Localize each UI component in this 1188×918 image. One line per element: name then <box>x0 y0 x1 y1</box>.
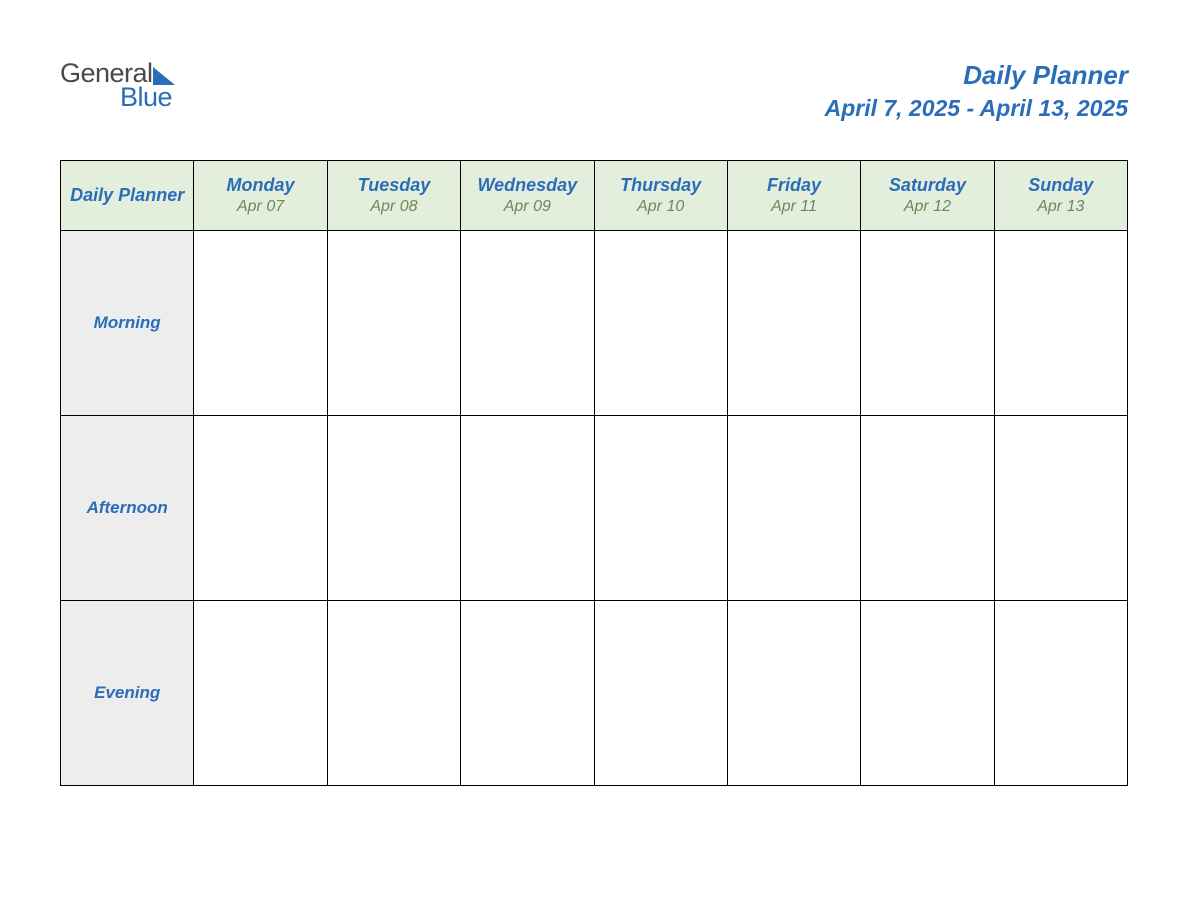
day-header-friday: Friday Apr 11 <box>727 161 860 231</box>
day-name: Tuesday <box>334 175 454 196</box>
table-body: Morning Afternoon Evening <box>61 231 1128 786</box>
table-row-afternoon: Afternoon <box>61 416 1128 601</box>
plan-cell[interactable] <box>327 231 460 416</box>
header-row: Daily Planner Monday Apr 07 Tuesday Apr … <box>61 161 1128 231</box>
day-header-tuesday: Tuesday Apr 08 <box>327 161 460 231</box>
day-header-thursday: Thursday Apr 10 <box>594 161 727 231</box>
period-label-afternoon: Afternoon <box>61 416 194 601</box>
period-label-evening: Evening <box>61 601 194 786</box>
plan-cell[interactable] <box>194 601 327 786</box>
plan-cell[interactable] <box>461 601 594 786</box>
logo: General Blue <box>60 60 175 111</box>
day-header-sunday: Sunday Apr 13 <box>994 161 1127 231</box>
day-header-monday: Monday Apr 07 <box>194 161 327 231</box>
plan-cell[interactable] <box>727 231 860 416</box>
day-name: Wednesday <box>467 175 587 196</box>
plan-cell[interactable] <box>594 601 727 786</box>
plan-cell[interactable] <box>194 231 327 416</box>
day-name: Saturday <box>867 175 987 196</box>
table-header: Daily Planner Monday Apr 07 Tuesday Apr … <box>61 161 1128 231</box>
plan-cell[interactable] <box>327 601 460 786</box>
title-block: Daily Planner April 7, 2025 - April 13, … <box>825 60 1128 122</box>
day-header-wednesday: Wednesday Apr 09 <box>461 161 594 231</box>
day-date: Apr 08 <box>334 198 454 216</box>
day-date: Apr 10 <box>601 198 721 216</box>
day-date: Apr 13 <box>1001 198 1121 216</box>
corner-cell: Daily Planner <box>61 161 194 231</box>
plan-cell[interactable] <box>327 416 460 601</box>
header-row: General Blue Daily Planner April 7, 2025… <box>60 60 1128 122</box>
day-name: Thursday <box>601 175 721 196</box>
planner-table: Daily Planner Monday Apr 07 Tuesday Apr … <box>60 160 1128 786</box>
plan-cell[interactable] <box>461 416 594 601</box>
page-title: Daily Planner <box>825 60 1128 91</box>
plan-cell[interactable] <box>461 231 594 416</box>
plan-cell[interactable] <box>994 416 1127 601</box>
plan-cell[interactable] <box>194 416 327 601</box>
day-date: Apr 09 <box>467 198 587 216</box>
plan-cell[interactable] <box>594 231 727 416</box>
plan-cell[interactable] <box>861 231 994 416</box>
day-date: Apr 07 <box>200 198 320 216</box>
day-name: Monday <box>200 175 320 196</box>
day-name: Friday <box>734 175 854 196</box>
period-label-morning: Morning <box>61 231 194 416</box>
plan-cell[interactable] <box>994 601 1127 786</box>
plan-cell[interactable] <box>727 601 860 786</box>
day-header-saturday: Saturday Apr 12 <box>861 161 994 231</box>
plan-cell[interactable] <box>861 601 994 786</box>
plan-cell[interactable] <box>727 416 860 601</box>
plan-cell[interactable] <box>861 416 994 601</box>
logo-word-blue: Blue <box>120 84 175 111</box>
date-range: April 7, 2025 - April 13, 2025 <box>825 95 1128 122</box>
plan-cell[interactable] <box>994 231 1127 416</box>
corner-label: Daily Planner <box>70 185 184 205</box>
day-date: Apr 11 <box>734 198 854 216</box>
table-row-morning: Morning <box>61 231 1128 416</box>
table-row-evening: Evening <box>61 601 1128 786</box>
day-date: Apr 12 <box>867 198 987 216</box>
day-name: Sunday <box>1001 175 1121 196</box>
plan-cell[interactable] <box>594 416 727 601</box>
